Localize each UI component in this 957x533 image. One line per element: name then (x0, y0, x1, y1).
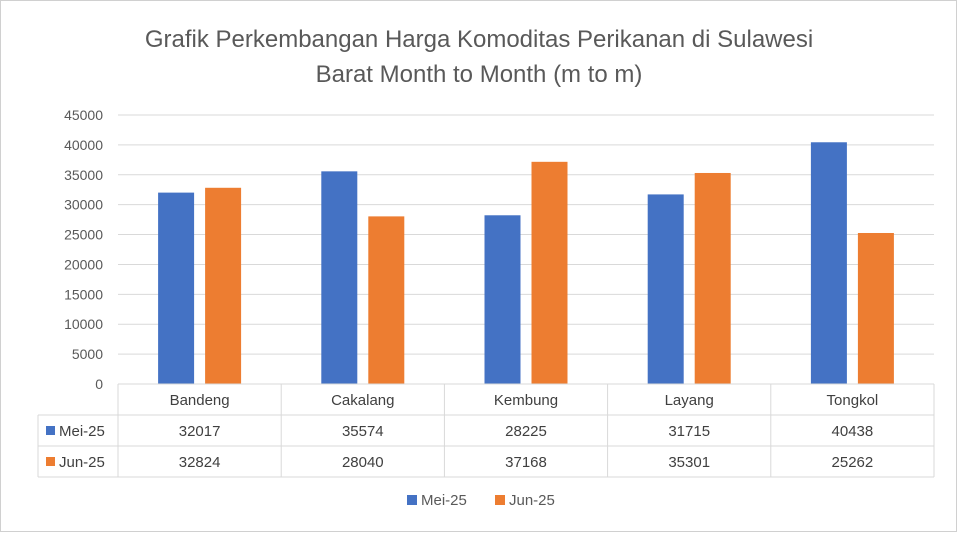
series-row-label: Mei-25 (59, 423, 105, 440)
bar-mei-25-tongkol (810, 142, 847, 384)
y-tick-label: 0 (95, 376, 103, 392)
y-tick-label: 30000 (64, 197, 103, 213)
legend: Mei-25 Jun-25 (407, 492, 555, 509)
bar-mei-25-kembung (484, 215, 521, 384)
bar-jun-25-tongkol (857, 232, 894, 384)
data-label: 32017 (179, 423, 221, 440)
category-label: Kembung (494, 392, 558, 409)
series-row-label: Jun-25 (59, 454, 105, 471)
bar-mei-25-cakalang (321, 171, 358, 384)
data-label: 25262 (832, 454, 874, 471)
category-label: Cakalang (331, 392, 394, 409)
series-key-swatch (46, 426, 55, 435)
data-label: 35301 (668, 454, 710, 471)
data-label: 31715 (668, 423, 710, 440)
bar-jun-25-kembung (531, 161, 568, 384)
bar-mei-25-layang (647, 194, 684, 384)
legend-swatch (495, 495, 505, 505)
bar-layer (158, 142, 894, 384)
category-label: Bandeng (170, 392, 230, 409)
data-label: 40438 (832, 423, 874, 440)
data-label: 28040 (342, 454, 384, 471)
chart-subtitle: Barat Month to Month (m to m) (316, 61, 643, 88)
legend-label: Jun-25 (509, 492, 555, 509)
bar-jun-25-bandeng (205, 187, 242, 384)
y-tick-label: 5000 (72, 346, 103, 362)
category-label: Tongkol (827, 392, 879, 409)
category-label: Layang (665, 392, 714, 409)
y-tick-label: 10000 (64, 316, 103, 332)
legend-swatch (407, 495, 417, 505)
data-label: 37168 (505, 454, 547, 471)
grid-layer: 0 5000 10000 15000 20000 25000 30000 35000 40000… (64, 107, 934, 392)
y-tick-label: 40000 (64, 137, 103, 153)
data-label: 32824 (179, 454, 221, 471)
data-table: Bandeng Cakalang Kembung Layang Tongkol Mei-2… (37, 383, 935, 478)
bar-mei-25-bandeng (158, 192, 195, 384)
y-tick-label: 15000 (64, 286, 103, 302)
data-label: 28225 (505, 423, 547, 440)
series-key-swatch (46, 457, 55, 466)
data-label: 35574 (342, 423, 384, 440)
y-tick-label: 25000 (64, 227, 103, 243)
y-tick-label: 35000 (64, 167, 103, 183)
bar-jun-25-cakalang (368, 216, 405, 384)
chart-title: Grafik Perkembangan Harga Komoditas Peri… (145, 26, 813, 53)
bar-jun-25-layang (694, 172, 731, 384)
legend-label: Mei-25 (421, 492, 467, 509)
y-tick-label: 45000 (64, 107, 103, 123)
y-tick-label: 20000 (64, 256, 103, 272)
